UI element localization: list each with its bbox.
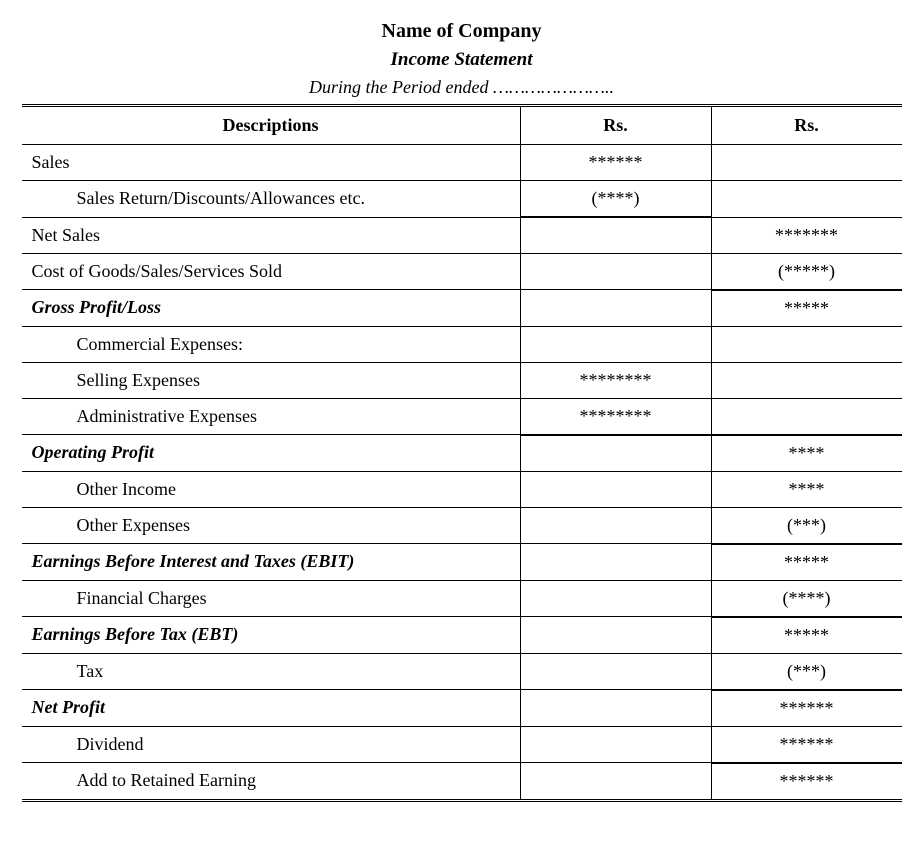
table-row: Dividend ****** (22, 726, 902, 763)
cell-description: Cost of Goods/Sales/Services Sold (22, 253, 521, 290)
cell-amount-1 (520, 653, 711, 690)
cell-amount-2: ******* (711, 217, 902, 253)
income-statement: Name of Company Income Statement During … (22, 20, 902, 802)
table-row: Financial Charges (****) (22, 580, 902, 617)
table-row: Net Sales ******* (22, 217, 902, 253)
table-row: Selling Expenses******** (22, 362, 902, 398)
cell-amount-1 (520, 326, 711, 362)
period-text: During the Period ended ………………….. (22, 77, 902, 98)
statement-title: Income Statement (22, 49, 902, 71)
cell-amount-1: ****** (520, 145, 711, 181)
header: Name of Company Income Statement During … (22, 20, 902, 98)
company-name: Name of Company (22, 20, 902, 43)
table-row: Sales Return/Discounts/Allowances etc.(*… (22, 181, 902, 218)
table-row: Earnings Before Tax (EBT) ***** (22, 617, 902, 654)
cell-amount-2: ***** (711, 544, 902, 581)
table-row: Other Income **** (22, 471, 902, 507)
cell-amount-1 (520, 217, 711, 253)
cell-description: Other Income (22, 471, 521, 507)
cell-amount-1: ******** (520, 362, 711, 398)
cell-amount-1: (****) (520, 181, 711, 218)
cell-amount-2 (711, 145, 902, 181)
cell-amount-1: ******** (520, 398, 711, 435)
cell-description: Dividend (22, 726, 521, 763)
table-body: Sales******Sales Return/Discounts/Allowa… (22, 145, 902, 801)
cell-description: Net Sales (22, 217, 521, 253)
cell-description: Operating Profit (22, 435, 521, 472)
cell-description: Net Profit (22, 690, 521, 727)
cell-amount-1 (520, 435, 711, 472)
cell-amount-1 (520, 763, 711, 801)
cell-amount-2 (711, 181, 902, 218)
cell-description: Sales (22, 145, 521, 181)
cell-description: Selling Expenses (22, 362, 521, 398)
cell-amount-2: ****** (711, 690, 902, 727)
cell-amount-2: (****) (711, 580, 902, 617)
cell-description: Tax (22, 653, 521, 690)
cell-description: Other Expenses (22, 507, 521, 544)
cell-amount-2: ***** (711, 290, 902, 327)
table-row: Net Profit ****** (22, 690, 902, 727)
cell-description: Commercial Expenses: (22, 326, 521, 362)
cell-amount-1 (520, 290, 711, 327)
cell-amount-2: **** (711, 471, 902, 507)
cell-amount-2: (***) (711, 653, 902, 690)
income-statement-table: Descriptions Rs. Rs. Sales******Sales Re… (22, 104, 902, 802)
table-row: Administrative Expenses******** (22, 398, 902, 435)
cell-amount-2 (711, 362, 902, 398)
cell-description: Add to Retained Earning (22, 763, 521, 801)
cell-amount-1 (520, 544, 711, 581)
cell-amount-2: ***** (711, 617, 902, 654)
cell-description: Administrative Expenses (22, 398, 521, 435)
table-row: Cost of Goods/Sales/Services Sold (*****) (22, 253, 902, 290)
cell-description: Earnings Before Tax (EBT) (22, 617, 521, 654)
col-rs-2: Rs. (711, 106, 902, 145)
cell-amount-1 (520, 726, 711, 763)
cell-amount-1 (520, 690, 711, 727)
cell-amount-1 (520, 617, 711, 654)
cell-description: Sales Return/Discounts/Allowances etc. (22, 181, 521, 218)
cell-amount-2 (711, 326, 902, 362)
cell-amount-2: (***) (711, 507, 902, 544)
cell-amount-2: (*****) (711, 253, 902, 290)
cell-description: Financial Charges (22, 580, 521, 617)
cell-amount-1 (520, 471, 711, 507)
cell-description: Gross Profit/Loss (22, 290, 521, 327)
cell-amount-1 (520, 507, 711, 544)
col-rs-1: Rs. (520, 106, 711, 145)
cell-description: Earnings Before Interest and Taxes (EBIT… (22, 544, 521, 581)
cell-amount-1 (520, 253, 711, 290)
table-row: Gross Profit/Loss ***** (22, 290, 902, 327)
cell-amount-2: ****** (711, 726, 902, 763)
cell-amount-2: **** (711, 435, 902, 472)
table-row: Operating Profit **** (22, 435, 902, 472)
table-row: Sales****** (22, 145, 902, 181)
table-row: Tax (***) (22, 653, 902, 690)
table-row: Other Expenses (***) (22, 507, 902, 544)
table-row: Commercial Expenses: (22, 326, 902, 362)
cell-amount-2 (711, 398, 902, 435)
cell-amount-2: ****** (711, 763, 902, 801)
table-row: Add to Retained Earning ****** (22, 763, 902, 801)
table-row: Earnings Before Interest and Taxes (EBIT… (22, 544, 902, 581)
col-descriptions: Descriptions (22, 106, 521, 145)
table-header-row: Descriptions Rs. Rs. (22, 106, 902, 145)
cell-amount-1 (520, 580, 711, 617)
